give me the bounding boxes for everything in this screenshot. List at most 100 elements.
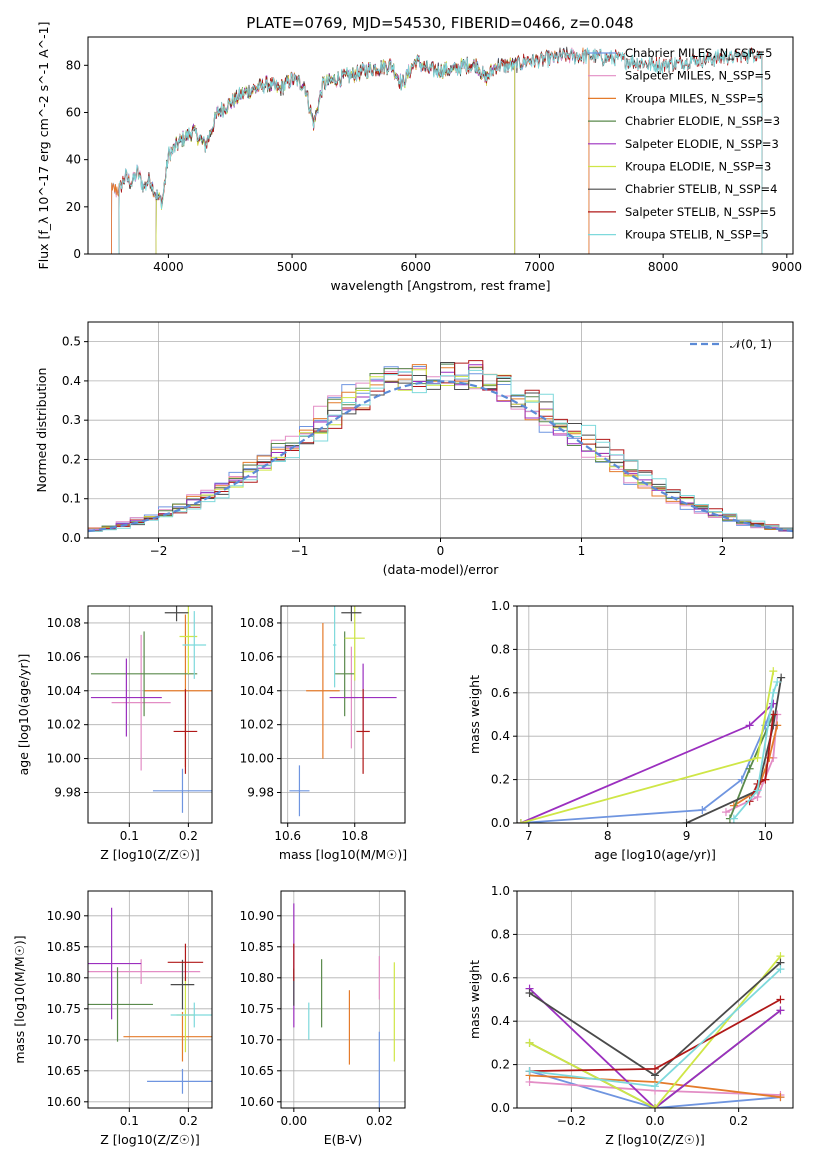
data-point xyxy=(525,988,534,997)
legend-entry: Kroupa ELODIE, N_SSP=3 xyxy=(625,160,771,174)
spectrum-model-chabrier-miles xyxy=(111,47,590,254)
x-tick-label: 2 xyxy=(719,544,727,558)
x-axis-label: wavelength [Angstrom, rest frame] xyxy=(330,278,550,293)
legend-entry: 𝒩(0, 1) xyxy=(730,337,772,351)
data-point xyxy=(773,677,782,686)
y-tick-label: 9.98 xyxy=(247,785,274,799)
mass-weight-vs-Z-plot-area xyxy=(525,952,785,1108)
legend-entry: Salpeter STELIB, N_SSP=5 xyxy=(625,205,776,219)
data-point xyxy=(776,965,785,974)
x-tick-label: 0 xyxy=(437,544,445,558)
mass-weight-vs-Z-panel: −0.2 0.0 0.2 0.0 0.2 0.4 0.6 0.8 1.0 Z [log10(Z/Z… xyxy=(467,884,794,1147)
data-point xyxy=(651,1104,659,1108)
x-tick-label: 0.1 xyxy=(120,1114,139,1128)
x-axis-label: Z [log10(Z/Z☉)] xyxy=(605,1132,705,1147)
y-tick-label: 10.00 xyxy=(47,752,81,766)
y-tick-label: 10.70 xyxy=(47,1033,81,1047)
histogram-kroupa-stelib xyxy=(88,369,793,533)
axes-frame xyxy=(280,890,406,1109)
x-tick-label: 0.0 xyxy=(645,1114,664,1128)
x-tick-label: −1 xyxy=(291,544,309,558)
data-point xyxy=(769,721,778,730)
x-tick-label: 4000 xyxy=(153,260,184,274)
mass-weight-vs-age-panel: 7 8 9 10 0.0 0.2 0.4 0.6 0.8 1.0 age [log10(age/yr… xyxy=(467,599,794,862)
y-tick-label: 10.04 xyxy=(240,684,274,698)
x-tick-label: 10 xyxy=(758,829,773,843)
y-tick-label: 10.80 xyxy=(240,971,274,985)
age-vs-Z-plot-area xyxy=(90,606,212,813)
data-point xyxy=(517,819,525,823)
x-tick-label: 0.2 xyxy=(179,829,198,843)
y-tick-label: 0.1 xyxy=(62,492,81,506)
y-tick-label: 0.2 xyxy=(62,452,81,466)
y-tick-label: 0.3 xyxy=(62,413,81,427)
axes-frame xyxy=(87,36,794,255)
y-tick-label: 0.4 xyxy=(491,1014,510,1028)
spectrum-model-salpeter-miles xyxy=(111,47,590,254)
x-axis-label: Z [log10(Z/Z☉)] xyxy=(100,1132,200,1147)
data-point xyxy=(769,688,778,697)
y-tick-label: 40 xyxy=(66,153,81,167)
x-tick-label: 0.2 xyxy=(179,1114,198,1128)
x-axis-label: (data-model)/error xyxy=(383,562,500,577)
data-point xyxy=(698,805,707,814)
figure-title: PLATE=0769, MJD=54530, FIBERID=0466, z=0… xyxy=(246,14,633,32)
x-tick-label: 5000 xyxy=(277,260,308,274)
x-tick-label: 10.8 xyxy=(341,829,368,843)
x-tick-label: 7000 xyxy=(524,260,555,274)
data-point xyxy=(745,764,754,773)
data-point xyxy=(776,1093,785,1102)
y-tick-label: 0.4 xyxy=(62,374,81,388)
x-axis-label: Z [log10(Z/Z☉)] xyxy=(100,847,200,862)
y-tick-label: 20 xyxy=(66,200,81,214)
series-line xyxy=(529,955,782,1108)
series-line xyxy=(528,987,782,1108)
data-point xyxy=(721,808,730,817)
x-tick-label: 0.02 xyxy=(366,1114,393,1128)
y-tick-label: 10.90 xyxy=(47,909,81,923)
data-point xyxy=(765,753,774,762)
y-tick-label: 0.0 xyxy=(491,1101,510,1115)
spectrum-plot-area xyxy=(111,46,763,254)
y-tick-label: 0.6 xyxy=(491,686,510,700)
data-point xyxy=(682,819,691,823)
y-tick-label: 10.85 xyxy=(47,940,81,954)
legend-entry: Chabrier ELODIE, N_SSP=3 xyxy=(625,114,780,128)
y-axis-label: mass [log10(M/M☉)] xyxy=(12,935,27,1063)
series-line xyxy=(748,714,775,802)
y-tick-label: 0.8 xyxy=(491,642,510,656)
x-tick-label: 8000 xyxy=(648,260,679,274)
axes-frame xyxy=(87,605,213,824)
y-tick-label: 0.4 xyxy=(491,729,510,743)
spectrum-model-chabrier-elodie xyxy=(155,55,516,254)
data-point xyxy=(769,667,778,676)
y-tick-label: 10.06 xyxy=(47,650,81,664)
data-point xyxy=(776,995,785,1004)
x-tick-label: −0.2 xyxy=(557,1114,586,1128)
spectrum-model-salpeter-elodie xyxy=(155,55,516,254)
spectrum-panel: 4000 5000 6000 7000 8000 9000 0 20 40 60 80 wavelen… xyxy=(36,22,802,293)
x-tick-label: 6000 xyxy=(400,260,431,274)
y-tick-label: 10.65 xyxy=(47,1064,81,1078)
mass-vs-Z-panel: 0.1 0.2 10.60 10.65 10.70 10.75 10.80 10.85 10.9… xyxy=(12,890,213,1147)
series-line xyxy=(733,725,779,807)
y-tick-label: 10.02 xyxy=(47,718,81,732)
y-tick-label: 0.2 xyxy=(491,773,510,787)
legend-entry: Salpeter MILES, N_SSP=5 xyxy=(625,69,771,83)
x-tick-label: 8 xyxy=(604,829,612,843)
x-axis-label: mass [log10(M/M☉)] xyxy=(279,847,407,862)
age-vs-mass-panel: 10.6 10.8 9.98 10.00 10.02 10.04 10.06 10.08 mas… xyxy=(240,605,407,862)
y-tick-label: 10.65 xyxy=(240,1064,274,1078)
y-tick-label: 0.0 xyxy=(62,531,81,545)
y-tick-label: 0.8 xyxy=(491,927,510,941)
y-tick-label: 10.02 xyxy=(240,718,274,732)
y-axis-label: mass weight xyxy=(467,675,482,754)
data-point xyxy=(776,1006,785,1015)
mass-vs-ebv-panel: 0.00 0.02 10.60 10.65 10.70 10.75 10.80 10.85 10… xyxy=(240,890,406,1147)
data-point xyxy=(651,1082,659,1091)
data-point xyxy=(525,1038,534,1047)
data-point xyxy=(769,699,778,708)
y-tick-label: 1.0 xyxy=(491,599,510,613)
legend-entry: Kroupa STELIB, N_SSP=5 xyxy=(625,228,769,242)
